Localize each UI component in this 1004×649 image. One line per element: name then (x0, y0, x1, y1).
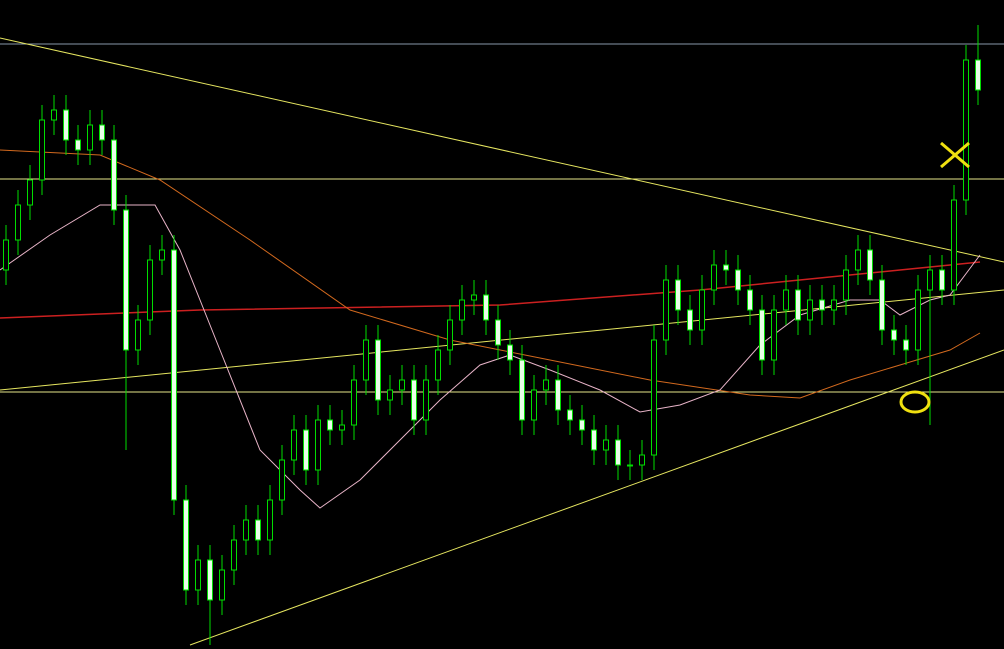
candle-body (855, 249, 861, 271)
candle-body (879, 279, 885, 331)
candle-body (543, 379, 549, 391)
candle-body (27, 179, 33, 206)
candle-body (423, 379, 429, 421)
candle-body (171, 249, 177, 501)
candle-body (135, 319, 141, 351)
candle-body (159, 249, 165, 261)
candle-body (711, 264, 717, 291)
candle-body (495, 319, 501, 346)
candle-body (435, 349, 441, 381)
candle-body (651, 339, 657, 456)
candle-body (123, 209, 129, 351)
candle-body (75, 139, 81, 151)
candle-body (243, 519, 249, 541)
candle-body (831, 299, 837, 311)
candle-body (771, 309, 777, 361)
candle-body (747, 289, 753, 311)
candle-body (315, 419, 321, 471)
candle-body (927, 269, 933, 291)
candle-body (339, 424, 345, 431)
candle-body (591, 429, 597, 451)
candle-body (567, 409, 573, 421)
candle-body (579, 419, 585, 431)
candle-body (735, 269, 741, 291)
candle-body (555, 379, 561, 411)
trend-line (0, 37, 1004, 263)
cross-marker (940, 141, 970, 169)
candle-body (183, 499, 189, 591)
candle-body (87, 124, 93, 151)
candle-body (603, 439, 609, 451)
candle-body (915, 289, 921, 351)
candle-body (963, 59, 969, 201)
candle-body (471, 294, 477, 301)
candle-body (891, 329, 897, 341)
candle-body (483, 294, 489, 321)
candle-body (639, 454, 645, 466)
candle-body (795, 289, 801, 321)
candle-body (15, 204, 21, 241)
candle-body (147, 259, 153, 321)
candle-body (375, 339, 381, 401)
candle-body (447, 319, 453, 351)
candle-body (279, 459, 285, 501)
candle-body (951, 199, 957, 291)
circle-marker (899, 390, 931, 414)
candle-body (819, 299, 825, 311)
moving-average (0, 261, 981, 319)
candle-body (663, 279, 669, 341)
candle-body (975, 59, 981, 91)
candle-body (387, 389, 393, 401)
candle-body (411, 379, 417, 421)
candle-body (675, 279, 681, 311)
candle-body (807, 299, 813, 321)
candle-body (363, 339, 369, 381)
candle-body (723, 264, 729, 271)
candle-body (303, 429, 309, 471)
candle-body (207, 559, 213, 601)
candle-body (699, 289, 705, 331)
candle-body (39, 119, 45, 181)
candle-body (267, 499, 273, 541)
trend-line (189, 349, 1004, 646)
candle-body (627, 464, 633, 467)
candle-body (99, 124, 105, 141)
candle-body (195, 559, 201, 591)
candle-body (399, 379, 405, 391)
candle-body (231, 539, 237, 571)
candle-body (759, 309, 765, 361)
candle-body (507, 344, 513, 361)
candle-body (783, 289, 789, 311)
moving-average (0, 149, 981, 399)
candle-body (615, 439, 621, 466)
candle-body (519, 359, 525, 421)
candle-body (3, 239, 9, 271)
candle-body (459, 299, 465, 321)
candle-body (351, 379, 357, 426)
candle-body (903, 339, 909, 351)
candle-body (327, 419, 333, 431)
candle-body (687, 309, 693, 331)
candles (3, 25, 981, 645)
candle-body (531, 389, 537, 421)
candle-body (843, 269, 849, 301)
candle-body (219, 569, 225, 601)
candle-body (111, 139, 117, 211)
candle-body (867, 249, 873, 281)
candle-body (255, 519, 261, 541)
candle-body (291, 429, 297, 461)
candle-body (63, 109, 69, 141)
candle-body (939, 269, 945, 291)
candle-body (51, 109, 57, 121)
